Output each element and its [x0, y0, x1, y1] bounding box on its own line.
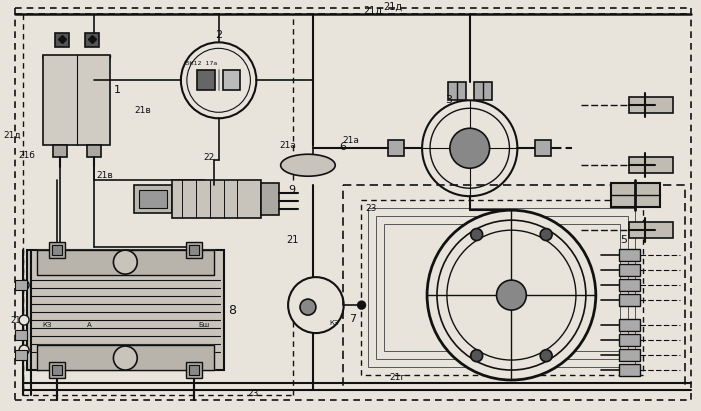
Text: 21в: 21в [135, 106, 151, 115]
Text: 9: 9 [288, 185, 295, 195]
Circle shape [540, 350, 552, 362]
Polygon shape [37, 345, 214, 370]
Circle shape [471, 229, 483, 240]
Bar [52, 365, 62, 375]
Circle shape [447, 230, 576, 360]
Circle shape [114, 346, 137, 370]
Bar [135, 185, 172, 213]
Bar [618, 364, 641, 376]
Bar [376, 216, 627, 359]
Bar [261, 183, 279, 215]
Bar [384, 224, 620, 351]
Circle shape [427, 210, 596, 380]
Circle shape [540, 229, 552, 240]
Circle shape [181, 42, 257, 118]
Circle shape [496, 280, 526, 310]
Bar [618, 334, 641, 346]
Text: 21а: 21а [280, 141, 297, 150]
Bar [388, 140, 404, 156]
Bar [618, 319, 641, 331]
Circle shape [300, 299, 316, 315]
Bar [189, 365, 199, 375]
Bar [15, 330, 27, 340]
Bar [618, 249, 641, 261]
Bar [369, 208, 636, 367]
Bar [343, 185, 685, 390]
Circle shape [422, 100, 517, 196]
Text: 23: 23 [247, 388, 259, 397]
Circle shape [358, 301, 365, 309]
Text: О: О [122, 259, 129, 268]
Text: 6: 6 [340, 142, 347, 152]
Bar [172, 180, 261, 218]
Text: 21д: 21д [11, 316, 27, 325]
Text: 21д: 21д [363, 5, 382, 15]
Bar [53, 145, 67, 157]
Text: 8: 8 [229, 304, 236, 316]
Bar [611, 183, 660, 207]
Ellipse shape [280, 154, 335, 176]
Bar [43, 55, 111, 145]
Text: КЗ: КЗ [42, 322, 51, 328]
Bar [15, 350, 27, 360]
Circle shape [471, 350, 483, 362]
Circle shape [450, 128, 489, 168]
Text: 21д: 21д [383, 1, 402, 12]
Bar [536, 140, 551, 156]
Bar [55, 33, 69, 47]
Bar [49, 362, 64, 378]
Text: 21б: 21б [18, 151, 35, 160]
Bar [189, 245, 199, 255]
Text: КЗ: КЗ [329, 320, 339, 326]
Text: 23: 23 [365, 204, 377, 212]
Bar [52, 245, 62, 255]
Text: 7: 7 [348, 314, 356, 324]
Polygon shape [37, 250, 214, 275]
Bar [85, 33, 99, 47]
Text: А: А [87, 322, 91, 328]
Text: 21а: 21а [343, 136, 360, 145]
Bar [27, 250, 224, 370]
Text: 21в: 21в [96, 171, 113, 180]
Bar [474, 82, 491, 100]
Bar [618, 264, 641, 276]
Bar [87, 145, 100, 157]
Circle shape [19, 315, 29, 325]
Text: Бш: Бш [199, 322, 210, 328]
Bar [448, 82, 465, 100]
Bar [139, 190, 167, 208]
Bar [629, 157, 673, 173]
Circle shape [19, 280, 29, 290]
Bar [618, 279, 641, 291]
Bar [618, 294, 641, 306]
Text: 21д: 21д [4, 131, 21, 140]
Text: О: О [122, 353, 129, 363]
Text: ВК12  17а: ВК12 17а [184, 61, 217, 66]
Circle shape [437, 220, 586, 370]
Text: 2: 2 [215, 30, 222, 40]
Bar [360, 200, 644, 375]
Text: 22: 22 [204, 153, 215, 162]
Bar [618, 349, 641, 361]
Circle shape [19, 345, 29, 355]
Circle shape [288, 277, 343, 333]
Text: 1: 1 [114, 85, 121, 95]
Circle shape [187, 48, 250, 112]
Circle shape [114, 250, 137, 274]
Text: 21г: 21г [389, 372, 405, 381]
Bar [49, 242, 64, 258]
Text: 3: 3 [445, 95, 452, 105]
Text: 21: 21 [287, 235, 299, 245]
Bar [15, 280, 27, 290]
Circle shape [430, 108, 510, 188]
Bar [629, 222, 673, 238]
Bar [197, 70, 215, 90]
Bar [186, 362, 202, 378]
Bar [186, 242, 202, 258]
Bar [629, 97, 673, 113]
Text: 5: 5 [620, 235, 627, 245]
Bar [223, 70, 240, 90]
